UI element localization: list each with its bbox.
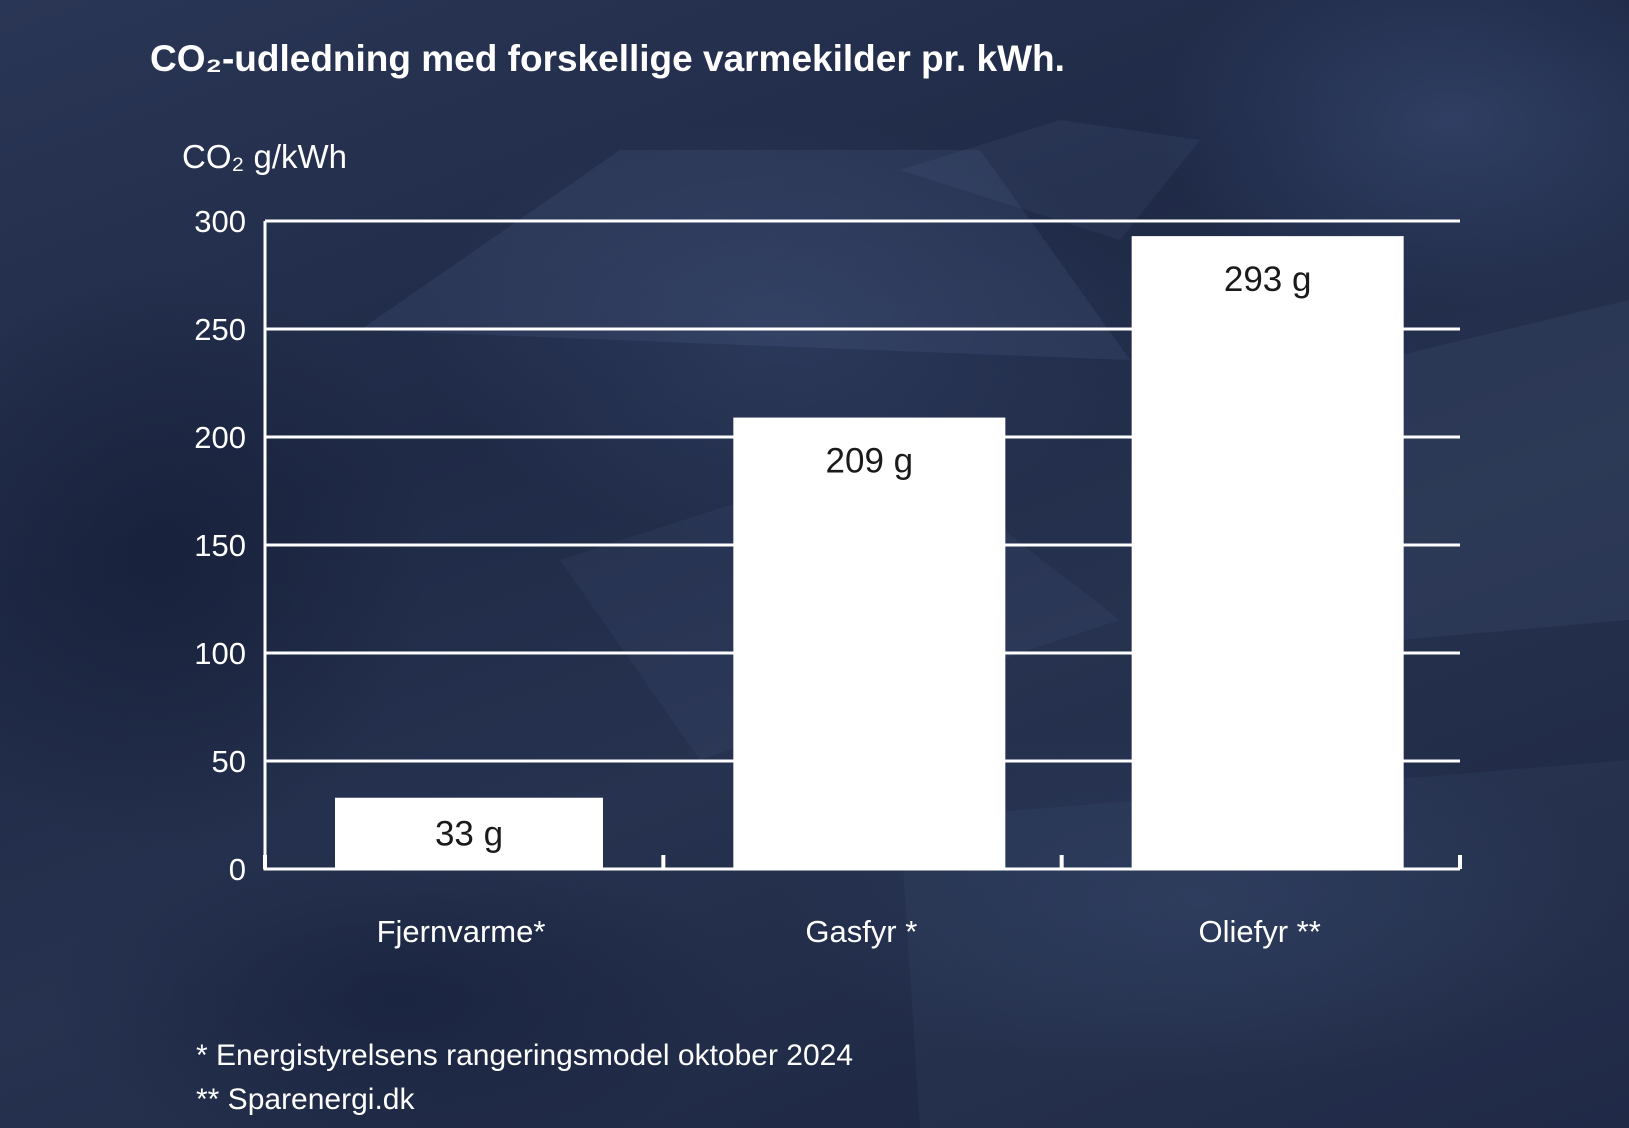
roof-shape-4 <box>1380 300 1629 640</box>
bar-label-2: 209 g <box>826 442 914 481</box>
roof-shape-2 <box>900 120 1200 240</box>
y-tick-label-300: 300 <box>194 204 246 239</box>
y-tick-label-100: 100 <box>194 636 246 671</box>
x-tick-labels: Fjernvarme* Gasfyr * Oliefyr ** <box>377 914 1321 949</box>
y-tick-label-50: 50 <box>212 744 246 779</box>
bar-value-labels: 33 g 209 g 293 g <box>435 260 1312 853</box>
bar-label-1: 33 g <box>435 814 503 853</box>
roof-shape-1 <box>360 150 1130 360</box>
y-tick-label-250: 250 <box>194 312 246 347</box>
x-tick-label-1: Fjernvarme* <box>377 914 546 949</box>
chart-title: CO₂-udledning med forskellige varmekilde… <box>150 38 1065 79</box>
x-tick-label-3: Oliefyr ** <box>1199 914 1321 949</box>
bar-1 <box>335 797 603 869</box>
bars <box>335 236 1404 869</box>
bar-3 <box>1131 236 1404 869</box>
y-tick-label-150: 150 <box>194 528 246 563</box>
x-tick-label-2: Gasfyr * <box>805 914 917 949</box>
y-tick-label-200: 200 <box>194 420 246 455</box>
roof-shape-5 <box>900 760 1629 1128</box>
footnote-1: * Energistyrelsens rangeringsmodel oktob… <box>196 1039 854 1072</box>
y-axis-label: CO₂ g/kWh <box>182 138 347 175</box>
bar-2 <box>733 417 1006 869</box>
footnote-2: ** Sparenergi.dk <box>196 1083 415 1116</box>
bar-label-3: 293 g <box>1224 260 1312 299</box>
y-tick-label-0: 0 <box>229 852 246 887</box>
footnotes: * Energistyrelsens rangeringsmodel oktob… <box>196 1034 853 1122</box>
y-tick-labels: 0 50 100 150 200 250 300 <box>194 204 246 887</box>
